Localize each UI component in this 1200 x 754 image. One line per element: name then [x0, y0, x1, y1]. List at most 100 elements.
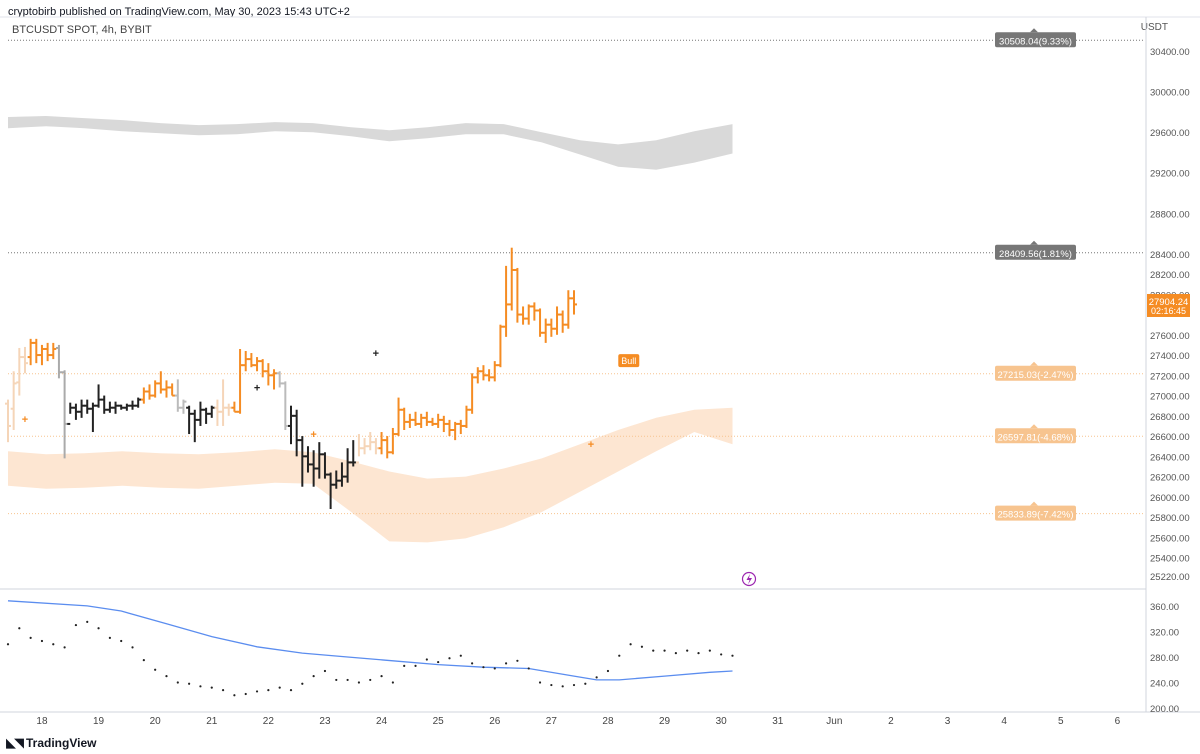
indicator-dot [86, 620, 89, 623]
ohlc-bar [542, 318, 549, 343]
indicator-dot [584, 682, 587, 685]
price-tick-label: 25800.00 [1150, 513, 1190, 524]
ohlc-bar [44, 342, 51, 362]
price-tick-label: 25220.00 [1150, 572, 1190, 583]
ohlc-bar [67, 402, 74, 425]
time-axis-label: 23 [319, 716, 331, 727]
tradingview-logo-text: TradingView [26, 736, 97, 750]
last-price-value: 27904.24 [1149, 297, 1189, 308]
indicator-dot [154, 668, 157, 671]
indicator-dot [289, 689, 293, 692]
level-label-text: 26597.81(-4.68%) [997, 432, 1073, 443]
indicator-dot [52, 643, 55, 646]
indicator-dot [267, 689, 270, 692]
ohlc-bar [157, 371, 164, 394]
level-label-arrow [1030, 361, 1038, 366]
level-label-arrow [1030, 501, 1038, 506]
signal-marker: + [373, 348, 379, 360]
ohlc-bar [242, 351, 249, 372]
ohlc-bar [101, 395, 108, 414]
ohlc-bar [50, 342, 57, 360]
ohlc-bar [21, 346, 28, 374]
ohlc-bar [435, 413, 442, 428]
price-tick-label: 26800.00 [1150, 412, 1190, 423]
ohlc-bar [16, 347, 23, 396]
ohlc-bar [174, 379, 181, 412]
ohlc-bar [304, 446, 311, 473]
indicator-dot [301, 682, 304, 685]
time-axis-label: 22 [263, 716, 275, 727]
ohlc-bar [423, 411, 430, 426]
tradingview-logo-icon: ◣◥ [6, 735, 24, 750]
ohlc-bar [237, 348, 244, 414]
level-label-bg [995, 505, 1076, 521]
indicator-dot [572, 683, 576, 687]
ohlc-bar [429, 417, 436, 426]
indicator-dot [233, 694, 236, 697]
ohlc-bar [457, 419, 464, 435]
time-axis-label: 6 [1115, 716, 1121, 727]
ohlc-bar [469, 373, 476, 414]
ohlc-bar [112, 401, 119, 414]
indicator-dot [561, 685, 564, 688]
ohlc-bar [361, 438, 368, 455]
ohlc-bar [5, 399, 11, 443]
ohlc-bar [412, 411, 419, 426]
ohlc-bar [310, 450, 317, 487]
level-label-arrow [1030, 424, 1038, 429]
time-axis-label: 25 [433, 716, 445, 727]
indicator-dot [6, 643, 10, 646]
indicator-dot [142, 659, 145, 662]
price-tick-label: 29200.00 [1150, 169, 1190, 180]
ohlc-bar [367, 432, 374, 451]
ohlc-bar [418, 413, 425, 428]
ohlc-bar [203, 407, 210, 424]
time-axis-label: 27 [546, 716, 558, 727]
tradingview-logo[interactable]: ◣◥ TradingView [6, 735, 96, 751]
time-axis-label: 20 [150, 716, 162, 727]
level-label-bg [995, 365, 1076, 381]
ohlc-bar [338, 462, 345, 487]
indicator-dot [244, 692, 247, 696]
ohlc-bar [220, 379, 227, 426]
indicator-dot [482, 666, 485, 669]
indicator-dot [550, 683, 553, 687]
indicator-dot [255, 690, 259, 693]
indicator-dot [731, 654, 734, 657]
indicator-tick-label: 320.00 [1150, 627, 1179, 638]
indicator-dot [221, 689, 225, 692]
lightning-icon-ring [741, 571, 757, 587]
ohlc-bar [316, 442, 323, 479]
ohlc-bar [344, 448, 351, 483]
indicator-tick-label: 240.00 [1150, 678, 1179, 689]
indicator-dot [63, 646, 66, 649]
ohlc-bar [395, 397, 402, 437]
time-axis-label: 21 [206, 716, 218, 727]
level-label-text: 27215.03(-2.47%) [997, 370, 1073, 381]
time-axis-label: 4 [1001, 716, 1007, 727]
price-tick-label: 27600.00 [1150, 331, 1190, 342]
currency-label: USDT [1140, 22, 1168, 33]
indicator-dot [176, 681, 179, 684]
indicator-dot [686, 649, 689, 652]
indicator-dot [697, 652, 700, 655]
ohlc-bar [480, 365, 487, 381]
ohlc-bar [333, 470, 340, 489]
indicator-dot [448, 657, 451, 660]
price-tick-label: 27200.00 [1150, 371, 1190, 382]
indicator-dot [188, 682, 191, 685]
time-axis-label: 31 [772, 716, 784, 727]
ohlc-bar [372, 438, 379, 455]
level-label-text: 30508.04(9.33%) [999, 36, 1072, 47]
indicator-dot [516, 659, 519, 662]
time-axis-label: 30 [716, 716, 728, 727]
indicator-dot [369, 678, 372, 682]
ohlc-bar [140, 387, 147, 404]
level-label-bg [995, 32, 1076, 48]
indicator-dot [606, 669, 610, 673]
last-price-tag [1147, 293, 1190, 317]
ohlc-bar [508, 247, 515, 311]
indicator-dot [120, 639, 123, 643]
ohlc-bar [123, 403, 130, 411]
